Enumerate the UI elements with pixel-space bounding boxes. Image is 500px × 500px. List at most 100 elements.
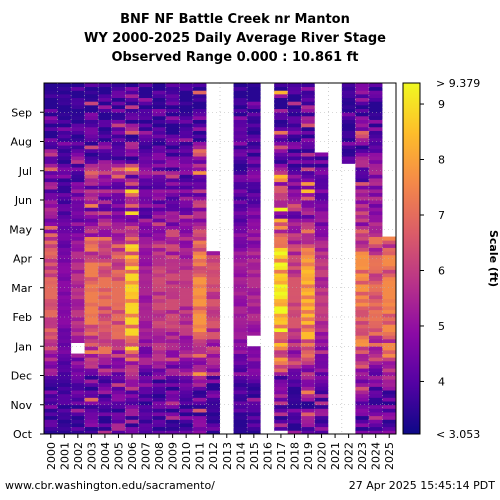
heatmap-cell — [287, 207, 302, 212]
heatmap-cell — [44, 401, 58, 406]
heatmap-cell — [314, 412, 329, 417]
heatmap-cell — [287, 390, 302, 395]
x-tick-label: 2010 — [180, 442, 193, 470]
heatmap-cell — [287, 86, 302, 91]
heatmap-cell — [314, 170, 329, 175]
heatmap-cell — [138, 306, 153, 311]
heatmap-cell — [233, 189, 248, 194]
heatmap-cell — [247, 90, 261, 95]
heatmap-cell — [247, 145, 261, 150]
heatmap-cell — [138, 254, 153, 259]
heatmap-cell — [301, 254, 315, 259]
heatmap-cell — [98, 159, 112, 164]
heatmap-cell — [247, 430, 261, 435]
heatmap-cell — [301, 210, 315, 216]
heatmap-cell — [84, 309, 99, 314]
heatmap-cell — [165, 181, 180, 186]
heatmap-cell — [44, 185, 58, 190]
heatmap-cell — [247, 115, 261, 120]
heatmap-cell — [301, 360, 315, 365]
heatmap-cell — [179, 170, 193, 175]
heatmap-cell — [179, 269, 193, 274]
heatmap-cell — [111, 404, 126, 409]
heatmap-cell — [71, 137, 85, 142]
heatmap-cell — [111, 218, 126, 223]
heatmap-cell — [314, 276, 329, 281]
heatmap-cell — [84, 83, 99, 88]
heatmap-cell — [57, 247, 72, 252]
heatmap-cell — [179, 240, 193, 245]
heatmap-cell — [57, 423, 72, 428]
heatmap-cell — [138, 104, 153, 109]
heatmap-cell — [206, 280, 220, 285]
heatmap-cell — [192, 327, 207, 333]
heatmap-cell — [314, 320, 329, 325]
heatmap-cell — [287, 371, 302, 376]
heatmap-cell — [152, 364, 166, 369]
heatmap-cell — [192, 298, 207, 303]
heatmap-cell — [382, 338, 396, 343]
heatmap-cell — [57, 269, 72, 274]
heatmap-cell — [111, 368, 126, 373]
heatmap-cell — [57, 156, 72, 161]
heatmap-cell — [368, 284, 383, 289]
heatmap-cell — [44, 126, 58, 131]
heatmap-cell — [98, 90, 112, 95]
heatmap-cell — [233, 317, 248, 322]
heatmap-cell — [301, 221, 315, 226]
heatmap-cell — [111, 178, 126, 183]
heatmap-cell — [138, 134, 153, 139]
heatmap-cell — [98, 137, 112, 142]
heatmap-cell — [84, 338, 99, 343]
heatmap-cell — [138, 360, 153, 365]
heatmap-cell — [152, 203, 166, 208]
heatmap-cell — [125, 229, 139, 234]
heatmap-cell — [382, 251, 396, 256]
heatmap-cell — [98, 357, 112, 362]
heatmap-cell — [84, 357, 99, 362]
heatmap-cell — [111, 130, 126, 135]
heatmap-cell — [368, 145, 383, 150]
heatmap-cell — [206, 412, 220, 417]
heatmap-cell — [247, 346, 261, 351]
heatmap-cell — [165, 306, 180, 311]
heatmap-cell — [274, 181, 288, 186]
heatmap-cell — [368, 119, 383, 124]
heatmap-cell — [165, 192, 180, 197]
heatmap-cell — [301, 156, 315, 161]
heatmap-cell — [368, 115, 383, 120]
heatmap-cell — [57, 412, 72, 417]
heatmap-cell — [57, 375, 72, 380]
heatmap-cell — [44, 295, 58, 300]
heatmap-cell — [138, 415, 153, 420]
heatmap-cell — [44, 382, 58, 387]
heatmap-cell — [111, 90, 126, 95]
heatmap-cell — [247, 280, 261, 285]
heatmap-cell — [111, 83, 126, 88]
heatmap-cell — [71, 368, 85, 373]
heatmap-cell — [301, 298, 315, 303]
heatmap-cell — [125, 134, 139, 139]
heatmap-cell — [111, 141, 126, 146]
heatmap-cell — [274, 108, 288, 113]
heatmap-cell — [71, 163, 85, 168]
heatmap-cell — [368, 240, 383, 245]
heatmap-cell — [179, 342, 193, 347]
heatmap-cell — [111, 309, 126, 314]
heatmap-cell — [247, 207, 261, 212]
heatmap-cell — [274, 196, 288, 201]
heatmap-cell — [179, 327, 193, 333]
heatmap-cell — [138, 327, 153, 333]
heatmap-cell — [71, 287, 85, 292]
heatmap-cell — [179, 309, 193, 314]
heatmap-cell — [179, 273, 193, 278]
heatmap-cell — [138, 159, 153, 164]
heatmap-cell — [247, 156, 261, 161]
heatmap-cell — [57, 159, 72, 164]
heatmap-cell — [247, 236, 261, 241]
heatmap-cell — [368, 163, 383, 168]
heatmap-cell — [355, 408, 369, 413]
heatmap-cell — [71, 295, 85, 300]
heatmap-cell — [368, 276, 383, 281]
heatmap-cell — [247, 357, 261, 362]
